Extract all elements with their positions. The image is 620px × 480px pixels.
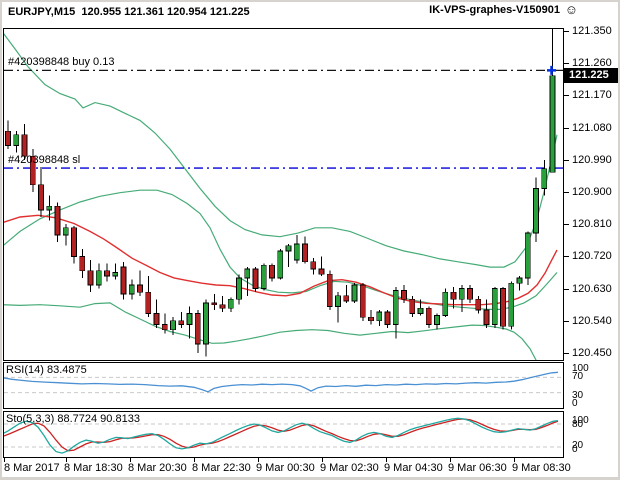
time-tick-label: 8 Mar 20:30: [128, 462, 187, 474]
sto-scale-20: 20: [572, 440, 584, 451]
time-tick-label: 8 Mar 2017: [4, 462, 60, 474]
price-tick: 120.540: [564, 315, 612, 327]
price-tick: 120.900: [564, 186, 612, 198]
rsi-scale-30: 30: [572, 390, 584, 401]
time-tick-label: 9 Mar 08:30: [512, 462, 571, 474]
stochastic-plot[interactable]: [4, 412, 563, 457]
time-tick-mark: [66, 458, 67, 462]
time-tick-label: 8 Mar 22:30: [192, 462, 251, 474]
symbol-ohlc-quote: EURJPY,M15 120.955 121.361 120.954 121.2…: [8, 6, 250, 18]
sto-scale-0: 0: [572, 444, 578, 455]
rsi-scale-100: 100: [572, 363, 589, 374]
time-tick-label: 9 Mar 02:30: [320, 462, 379, 474]
main-chart-panel[interactable]: [3, 28, 564, 361]
price-tick: 120.810: [564, 218, 612, 230]
price-tick: 120.630: [564, 283, 612, 295]
time-tick-mark: [4, 458, 5, 462]
time-tick-mark: [386, 458, 387, 462]
price-tick: 121.350: [564, 25, 612, 37]
price-tick: 121.260: [564, 57, 612, 69]
rsi-scale-70: 70: [572, 371, 584, 382]
time-tick-mark: [258, 458, 259, 462]
time-tick-mark: [194, 458, 195, 462]
time-tick-mark: [130, 458, 131, 462]
rsi-label: RSI(14) 83.4875: [6, 364, 87, 376]
sto-scale-100: 100: [572, 415, 589, 426]
watermark-text: IK-VPS-graphes-V150901: [429, 4, 560, 16]
current-price-badge: 121.225: [564, 68, 618, 83]
stochastic-panel[interactable]: [3, 411, 564, 458]
stop-loss-label[interactable]: #420398848 sl: [8, 154, 81, 166]
rsi-panel[interactable]: [3, 362, 564, 409]
buy-order-label[interactable]: #420398848 buy 0.13: [8, 56, 115, 68]
time-tick-mark: [322, 458, 323, 462]
time-tick-mark: [514, 458, 515, 462]
rsi-scale-0: 0: [572, 398, 578, 409]
time-tick-label: 9 Mar 06:30: [448, 462, 507, 474]
time-tick-label: 9 Mar 00:30: [256, 462, 315, 474]
time-tick-label: 9 Mar 04:30: [384, 462, 443, 474]
price-tick: 121.080: [564, 122, 612, 134]
price-tick: 120.450: [564, 347, 612, 359]
stochastic-label: Sto(5,3,3) 88.7724 90.8133: [6, 413, 140, 425]
candlestick-chart[interactable]: [4, 29, 563, 360]
sto-scale-80: 80: [572, 419, 584, 430]
time-tick-mark: [450, 458, 451, 462]
price-tick: 120.990: [564, 154, 612, 166]
time-tick-label: 8 Mar 18:30: [64, 462, 123, 474]
rsi-plot[interactable]: [4, 363, 563, 408]
price-tick: 121.170: [564, 89, 612, 101]
connection-smiley-icon: ☺: [564, 2, 578, 17]
price-tick: 120.720: [564, 250, 612, 262]
